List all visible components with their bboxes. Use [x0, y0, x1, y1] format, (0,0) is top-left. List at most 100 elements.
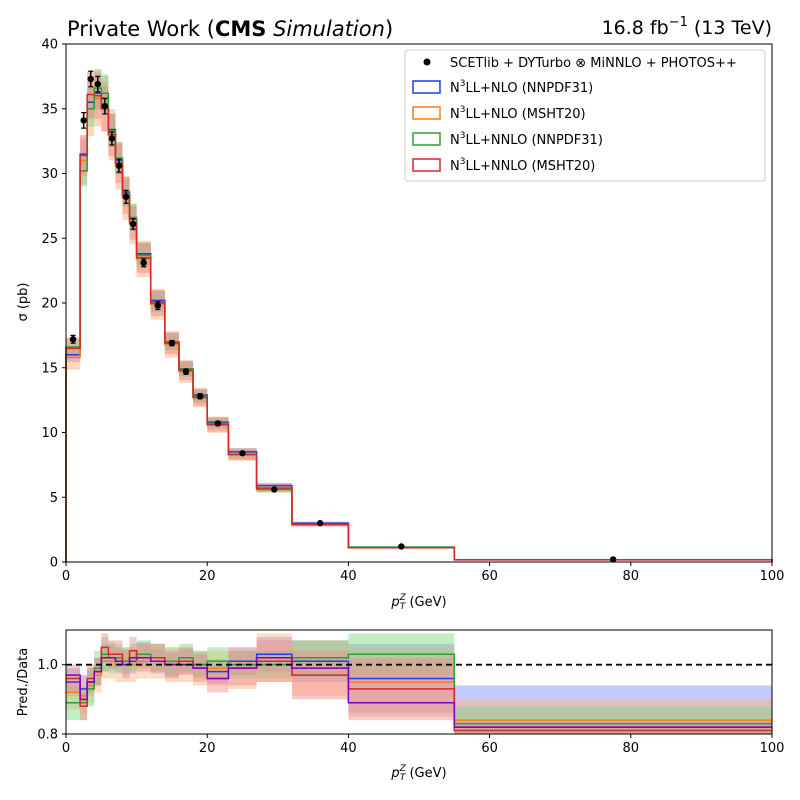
main-x-axis: 0 20 40 60 80 100 — [62, 562, 785, 584]
main-xlabel-sub: T — [400, 602, 407, 612]
ratio-xlabel-unit: (GeV) — [405, 766, 446, 781]
main-y-tick-label: 0 — [50, 556, 58, 571]
legend-label-rest: LL+NLO (MSHT20) — [465, 107, 585, 122]
legend-label-base: N — [450, 81, 460, 96]
header-simulation: Simulation — [273, 17, 385, 41]
header-lumi: 16.8 fb — [602, 17, 669, 39]
main-x-tick-label: 0 — [62, 569, 70, 584]
plot-header-left: Private Work (CMS Simulation) — [67, 17, 393, 41]
main-xlabel-p: p — [390, 595, 399, 610]
legend-label-n3ll-nlo-msht20: N3LL+NLO (MSHT20) — [450, 105, 586, 122]
legend-label-n3ll-nnlo-nnpdf31: N3LL+NNLO (NNPDF31) — [450, 131, 603, 148]
legend-box — [404, 49, 766, 182]
legend-label-rest: LL+NLO (NNPDF31) — [465, 81, 593, 96]
ratio-band — [454, 685, 772, 734]
data-point — [154, 302, 161, 309]
ratio-frame — [65, 629, 773, 735]
legend-label-base: N — [450, 159, 460, 174]
data-point — [609, 556, 617, 563]
ratio-x-tick-label: 40 — [340, 741, 357, 756]
main-x-tick-label: 40 — [340, 569, 357, 584]
ratio-band — [454, 699, 772, 734]
ratio-panel: 0 20 40 60 80 100 0.8 1.0 Pred./Data pZ T (GeV) — [16, 629, 785, 783]
main-x-axis-label: pZ T (GeV) — [390, 593, 446, 612]
ratio-y-axis: 0.8 1.0 — [37, 658, 66, 743]
data-point — [239, 450, 246, 457]
ratio-x-tick-label: 100 — [760, 741, 785, 756]
data-point — [316, 519, 324, 527]
header-prefix: Private Work ( — [67, 17, 215, 41]
legend-swatch-n3ll-nlo-nnpdf31 — [412, 80, 441, 94]
main-y-tick-label: 20 — [41, 297, 58, 312]
main-xlabel-sup: Z — [399, 593, 407, 603]
ratio-x-axis-label: pZ T (GeV) — [390, 764, 446, 783]
legend-label-sup: 3 — [460, 157, 466, 167]
ratio-x-tick-label: 20 — [199, 741, 216, 756]
ratio-x-tick-label: 60 — [481, 741, 498, 756]
ratio-line — [66, 656, 772, 728]
header-energy: (13 TeV) — [688, 17, 772, 39]
legend-label-data: SCETlib + DYTurbo ⊗ MiNNLO + PHOTOS++ — [450, 56, 737, 71]
data-point — [182, 368, 190, 375]
legend-swatch-n3ll-nnlo-msht20 — [412, 158, 441, 172]
legend-swatch-n3ll-nnlo-nnpdf31 — [412, 132, 441, 146]
data-point — [168, 339, 176, 347]
legend-label-rest: LL+NNLO (NNPDF31) — [465, 133, 602, 148]
data-point — [108, 135, 116, 142]
main-y-tick-label: 25 — [41, 232, 58, 247]
header-cms: CMS — [215, 17, 266, 41]
main-y-tick-label: 40 — [41, 38, 58, 53]
data-point — [115, 162, 123, 169]
legend-label-n3ll-nlo-nnpdf31: N3LL+NLO (NNPDF31) — [450, 79, 593, 96]
data-point — [129, 220, 137, 228]
main-lines — [65, 87, 773, 562]
legend-label-rest: LL+NNLO (MSHT20) — [465, 159, 595, 174]
plot-header-right: 16.8 fb−1 (13 TeV) — [602, 15, 772, 39]
ratio-xlabel-sub: T — [400, 773, 407, 783]
ratio-y-axis-label: Pred./Data — [16, 648, 31, 716]
ratio-x-axis: 0 20 40 60 80 100 — [62, 734, 785, 756]
data-point — [101, 102, 109, 110]
ratio-x-tick-label: 0 — [62, 741, 70, 756]
header-lumi-exp: −1 — [669, 15, 688, 30]
data-point — [87, 75, 94, 83]
legend-label-sup: 3 — [460, 79, 466, 89]
main-points — [69, 70, 617, 563]
legend-marker-data — [423, 58, 431, 66]
legend-label-base: N — [450, 133, 460, 148]
main-y-axis-label: σ (pb) — [16, 282, 31, 321]
ratio-x-tick-label: 80 — [623, 741, 640, 756]
ratio-xlabel-sup: Z — [399, 764, 407, 774]
data-point — [214, 420, 221, 427]
main-x-tick-label: 20 — [199, 569, 216, 584]
legend: SCETlib + DYTurbo ⊗ MiNNLO + PHOTOS++ N3… — [404, 49, 766, 182]
main-y-axis: 0 5 10 15 20 25 30 35 40 — [41, 38, 66, 571]
legend-label-n3ll-nnlo-msht20: N3LL+NNLO (MSHT20) — [450, 157, 595, 174]
ratio-xlabel-p: p — [390, 766, 399, 781]
main-x-tick-label: 60 — [481, 569, 498, 584]
series-line-n-ll-nnlo-msht20 — [65, 93, 773, 562]
ratio-bands — [66, 633, 772, 734]
header-suffix: ) — [385, 17, 393, 41]
main-y-tick-label: 15 — [41, 361, 58, 376]
data-point — [271, 486, 278, 493]
legend-label-base: N — [450, 107, 460, 122]
main-y-tick-label: 5 — [50, 491, 58, 506]
data-point — [140, 259, 147, 267]
legend-swatch-n3ll-nlo-msht20 — [412, 106, 441, 120]
main-x-tick-label: 100 — [760, 569, 785, 584]
data-point — [94, 80, 101, 88]
main-x-tick-label: 80 — [623, 569, 640, 584]
data-point — [69, 336, 77, 343]
main-y-tick-label: 30 — [41, 167, 58, 182]
data-point — [80, 117, 87, 124]
ratio-y-tick-label: 1.0 — [37, 658, 58, 673]
data-point — [196, 393, 204, 400]
main-xlabel-unit: (GeV) — [405, 595, 446, 610]
main-y-tick-label: 35 — [41, 102, 58, 117]
main-y-tick-label: 10 — [41, 426, 58, 441]
data-point — [398, 543, 405, 550]
header-spacer — [266, 17, 273, 41]
legend-label-sup: 3 — [460, 105, 466, 115]
